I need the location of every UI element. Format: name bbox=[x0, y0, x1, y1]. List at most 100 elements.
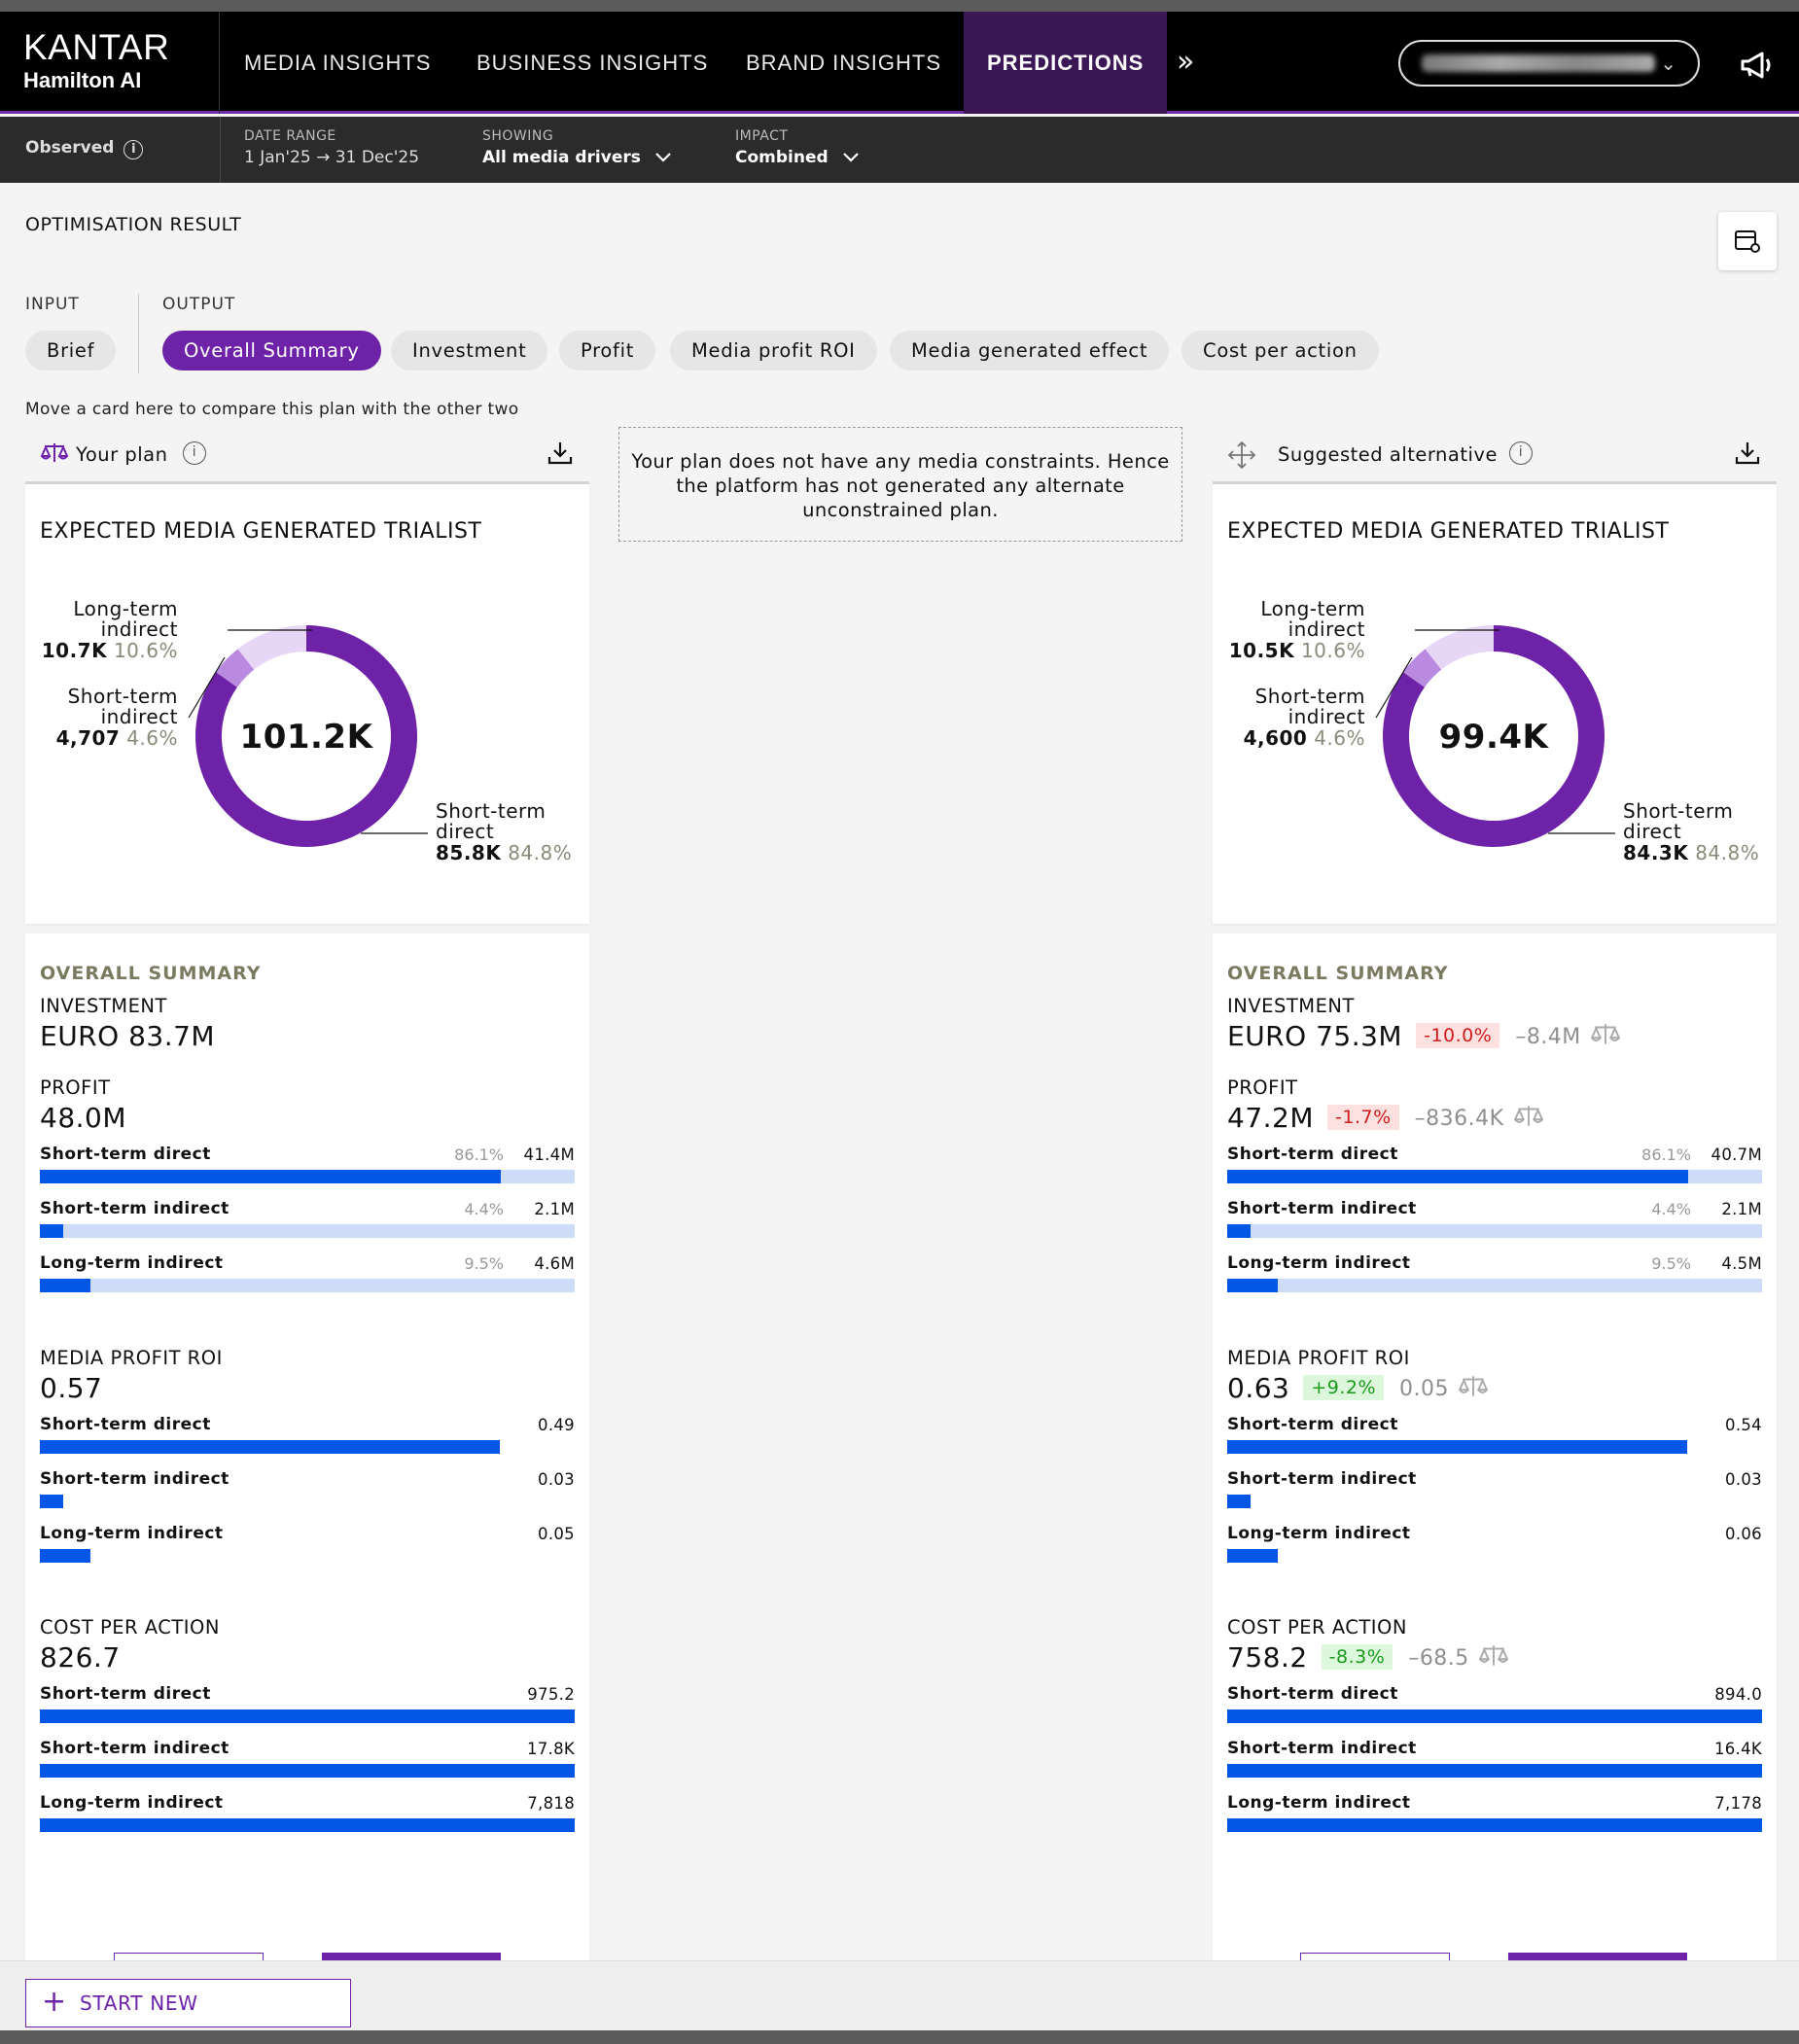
tab-investment[interactable]: Investment bbox=[391, 331, 548, 370]
metric-value-cost-per-action: 758.2 -8.3% –68.5 bbox=[1227, 1641, 1509, 1674]
card-action-button[interactable] bbox=[114, 1953, 264, 1960]
bar-fill bbox=[1227, 1170, 1688, 1183]
breakdown-row-pct: 9.5% bbox=[1651, 1254, 1691, 1273]
delta-value-group: 0.05 bbox=[1399, 1374, 1489, 1401]
segment-label-short-term-indirect: Short-term indirect 4,707 4.6% bbox=[25, 687, 178, 749]
divider bbox=[138, 294, 139, 373]
segment-label-long-term-indirect: Long-term indirect 10.5K 10.6% bbox=[1213, 599, 1365, 661]
donut-segment-long-term-indirect[interactable] bbox=[237, 625, 306, 670]
info-icon[interactable]: i bbox=[183, 441, 206, 465]
filter-bar: Observed i DATE RANGE 1 Jan'25 → 31 Dec'… bbox=[0, 117, 1799, 183]
your-plan-header[interactable]: Your plan i bbox=[25, 428, 589, 484]
page-title: OPTIMISATION RESULT bbox=[25, 214, 242, 235]
brand-name: KANTAR bbox=[23, 27, 170, 67]
tab-cost-per-action[interactable]: Cost per action bbox=[1182, 331, 1379, 370]
brand-logo[interactable]: KANTAR Hamilton AI bbox=[0, 12, 220, 114]
change-badge: +9.2% bbox=[1303, 1375, 1385, 1400]
bar-track bbox=[40, 1224, 575, 1238]
bar-fill bbox=[1227, 1709, 1762, 1723]
download-icon[interactable] bbox=[1734, 440, 1761, 467]
impact-filter[interactable]: IMPACT Combined bbox=[735, 128, 860, 167]
start-new-optimisation-button[interactable]: + START NEW OPTIMISATION bbox=[25, 1979, 351, 2044]
table-settings-button[interactable] bbox=[1718, 212, 1777, 270]
tab-overall-summary[interactable]: Overall Summary bbox=[162, 331, 381, 370]
breakdown-row-label: Short-term indirect bbox=[40, 1739, 229, 1758]
account-name-redacted bbox=[1422, 54, 1655, 72]
chevron-down-icon bbox=[842, 153, 859, 162]
breakdown-row-label: Long-term indirect bbox=[40, 1253, 224, 1273]
donut-segment-long-term-indirect[interactable] bbox=[1425, 625, 1494, 670]
segment-value: 10.5K bbox=[1228, 639, 1295, 662]
bar-fill bbox=[40, 1549, 90, 1563]
bar-fill bbox=[40, 1170, 501, 1183]
breakdown-row-label: Short-term indirect bbox=[40, 1199, 229, 1218]
breakdown-row-value: 0.05 bbox=[538, 1525, 575, 1543]
suggested-alternative-title: Suggested alternative bbox=[1278, 443, 1498, 466]
donut-total: 101.2K bbox=[239, 718, 373, 757]
info-icon[interactable]: i bbox=[1509, 441, 1533, 465]
breakdown-row-label: Long-term indirect bbox=[40, 1524, 224, 1543]
nav-business-insights[interactable]: BUSINESS INSIGHTS bbox=[476, 51, 709, 75]
breakdown-row-label: Short-term indirect bbox=[40, 1469, 229, 1489]
breakdown-row-label: Short-term direct bbox=[1227, 1145, 1398, 1164]
card-action-button[interactable] bbox=[1300, 1953, 1450, 1960]
leader-line bbox=[1375, 656, 1413, 719]
breakdown-row-label: Long-term indirect bbox=[1227, 1793, 1411, 1813]
donut-segment-short-term-indirect[interactable] bbox=[1402, 649, 1442, 687]
download-icon[interactable] bbox=[547, 440, 574, 467]
breakdown-row-label: Long-term indirect bbox=[1227, 1524, 1411, 1543]
info-icon[interactable]: i bbox=[123, 140, 144, 159]
metric-value-investment: EURO 75.3M -10.0% –8.4M bbox=[1227, 1020, 1621, 1052]
tab-profit[interactable]: Profit bbox=[559, 331, 656, 370]
double-chevron-right-icon[interactable]: » bbox=[1177, 45, 1195, 79]
impact-value: Combined bbox=[735, 148, 829, 167]
your-plan-summary-card: OVERALL SUMMARY INVESTMENT EURO 83.7M PROFI… bbox=[25, 934, 589, 1984]
delta-value: –8.4M bbox=[1515, 1025, 1581, 1049]
tab-media-generated-effect[interactable]: Media generated effect bbox=[890, 331, 1170, 370]
breakdown-row-value: 0.06 bbox=[1725, 1525, 1762, 1543]
tab-media-profit-roi[interactable]: Media profit ROI bbox=[670, 331, 877, 370]
breakdown-row-value: 40.7M bbox=[1711, 1145, 1762, 1164]
bar-fill bbox=[1227, 1440, 1687, 1454]
bar-fill bbox=[40, 1709, 575, 1723]
tab-brief[interactable]: Brief bbox=[25, 331, 117, 370]
nav-media-insights[interactable]: MEDIA INSIGHTS bbox=[244, 51, 432, 75]
observed-mode[interactable]: Observed i bbox=[25, 138, 144, 159]
megaphone-icon[interactable] bbox=[1739, 51, 1776, 84]
segment-value: 4,707 bbox=[55, 726, 121, 750]
breakdown-row-value: 2.1M bbox=[534, 1200, 575, 1218]
showing-filter[interactable]: SHOWING All media drivers bbox=[482, 128, 672, 167]
segment-pct: 10.6% bbox=[113, 639, 178, 662]
breakdown-row-pct: 86.1% bbox=[1641, 1145, 1691, 1164]
compare-hint: Move a card here to compare this plan wi… bbox=[25, 400, 519, 419]
segment-pct: 84.8% bbox=[1695, 841, 1760, 864]
metric-value: EURO 75.3M bbox=[1227, 1020, 1403, 1052]
nav-predictions[interactable]: PREDICTIONS bbox=[964, 12, 1168, 114]
breakdown-row-value: 0.54 bbox=[1725, 1416, 1762, 1434]
card-action-button[interactable] bbox=[1508, 1953, 1687, 1960]
change-badge: -10.0% bbox=[1416, 1023, 1500, 1048]
delta-value: 0.05 bbox=[1399, 1377, 1450, 1401]
showing-label: SHOWING bbox=[482, 128, 554, 144]
metric-value-investment: EURO 83.7M bbox=[40, 1020, 215, 1052]
chart-title: EXPECTED MEDIA GENERATED TRIALIST bbox=[1227, 519, 1670, 544]
breakdown-row-label: Long-term indirect bbox=[40, 1793, 224, 1813]
bar-fill bbox=[1227, 1549, 1278, 1563]
segment-name: Short-term indirect bbox=[1254, 685, 1365, 728]
date-range-filter[interactable]: DATE RANGE 1 Jan'25 → 31 Dec'25 bbox=[244, 128, 419, 167]
breakdown-row-value: 0.49 bbox=[538, 1416, 575, 1434]
metric-value-profit: 48.0M bbox=[40, 1102, 126, 1134]
segment-label-short-term-direct: Short-term direct 84.3K 84.8% bbox=[1623, 801, 1777, 863]
footer-bar: + START NEW OPTIMISATION bbox=[0, 1960, 1799, 2044]
metric-title-media-profit-roi: MEDIA PROFIT ROI bbox=[40, 1347, 223, 1369]
breakdown-row-label: Short-term indirect bbox=[1227, 1469, 1417, 1489]
drag-move-icon[interactable] bbox=[1227, 441, 1256, 470]
breakdown-row-value: 0.03 bbox=[538, 1470, 575, 1489]
nav-brand-insights[interactable]: BRAND INSIGHTS bbox=[746, 51, 942, 75]
segment-label-short-term-direct: Short-term direct 85.8K 84.8% bbox=[436, 801, 589, 863]
bar-fill bbox=[40, 1764, 575, 1778]
account-selector[interactable]: ⌄ bbox=[1398, 40, 1700, 87]
donut-segment-short-term-indirect[interactable] bbox=[215, 649, 255, 687]
suggested-alternative-header[interactable]: Suggested alternative i bbox=[1213, 428, 1777, 484]
card-action-button[interactable] bbox=[322, 1953, 501, 1960]
